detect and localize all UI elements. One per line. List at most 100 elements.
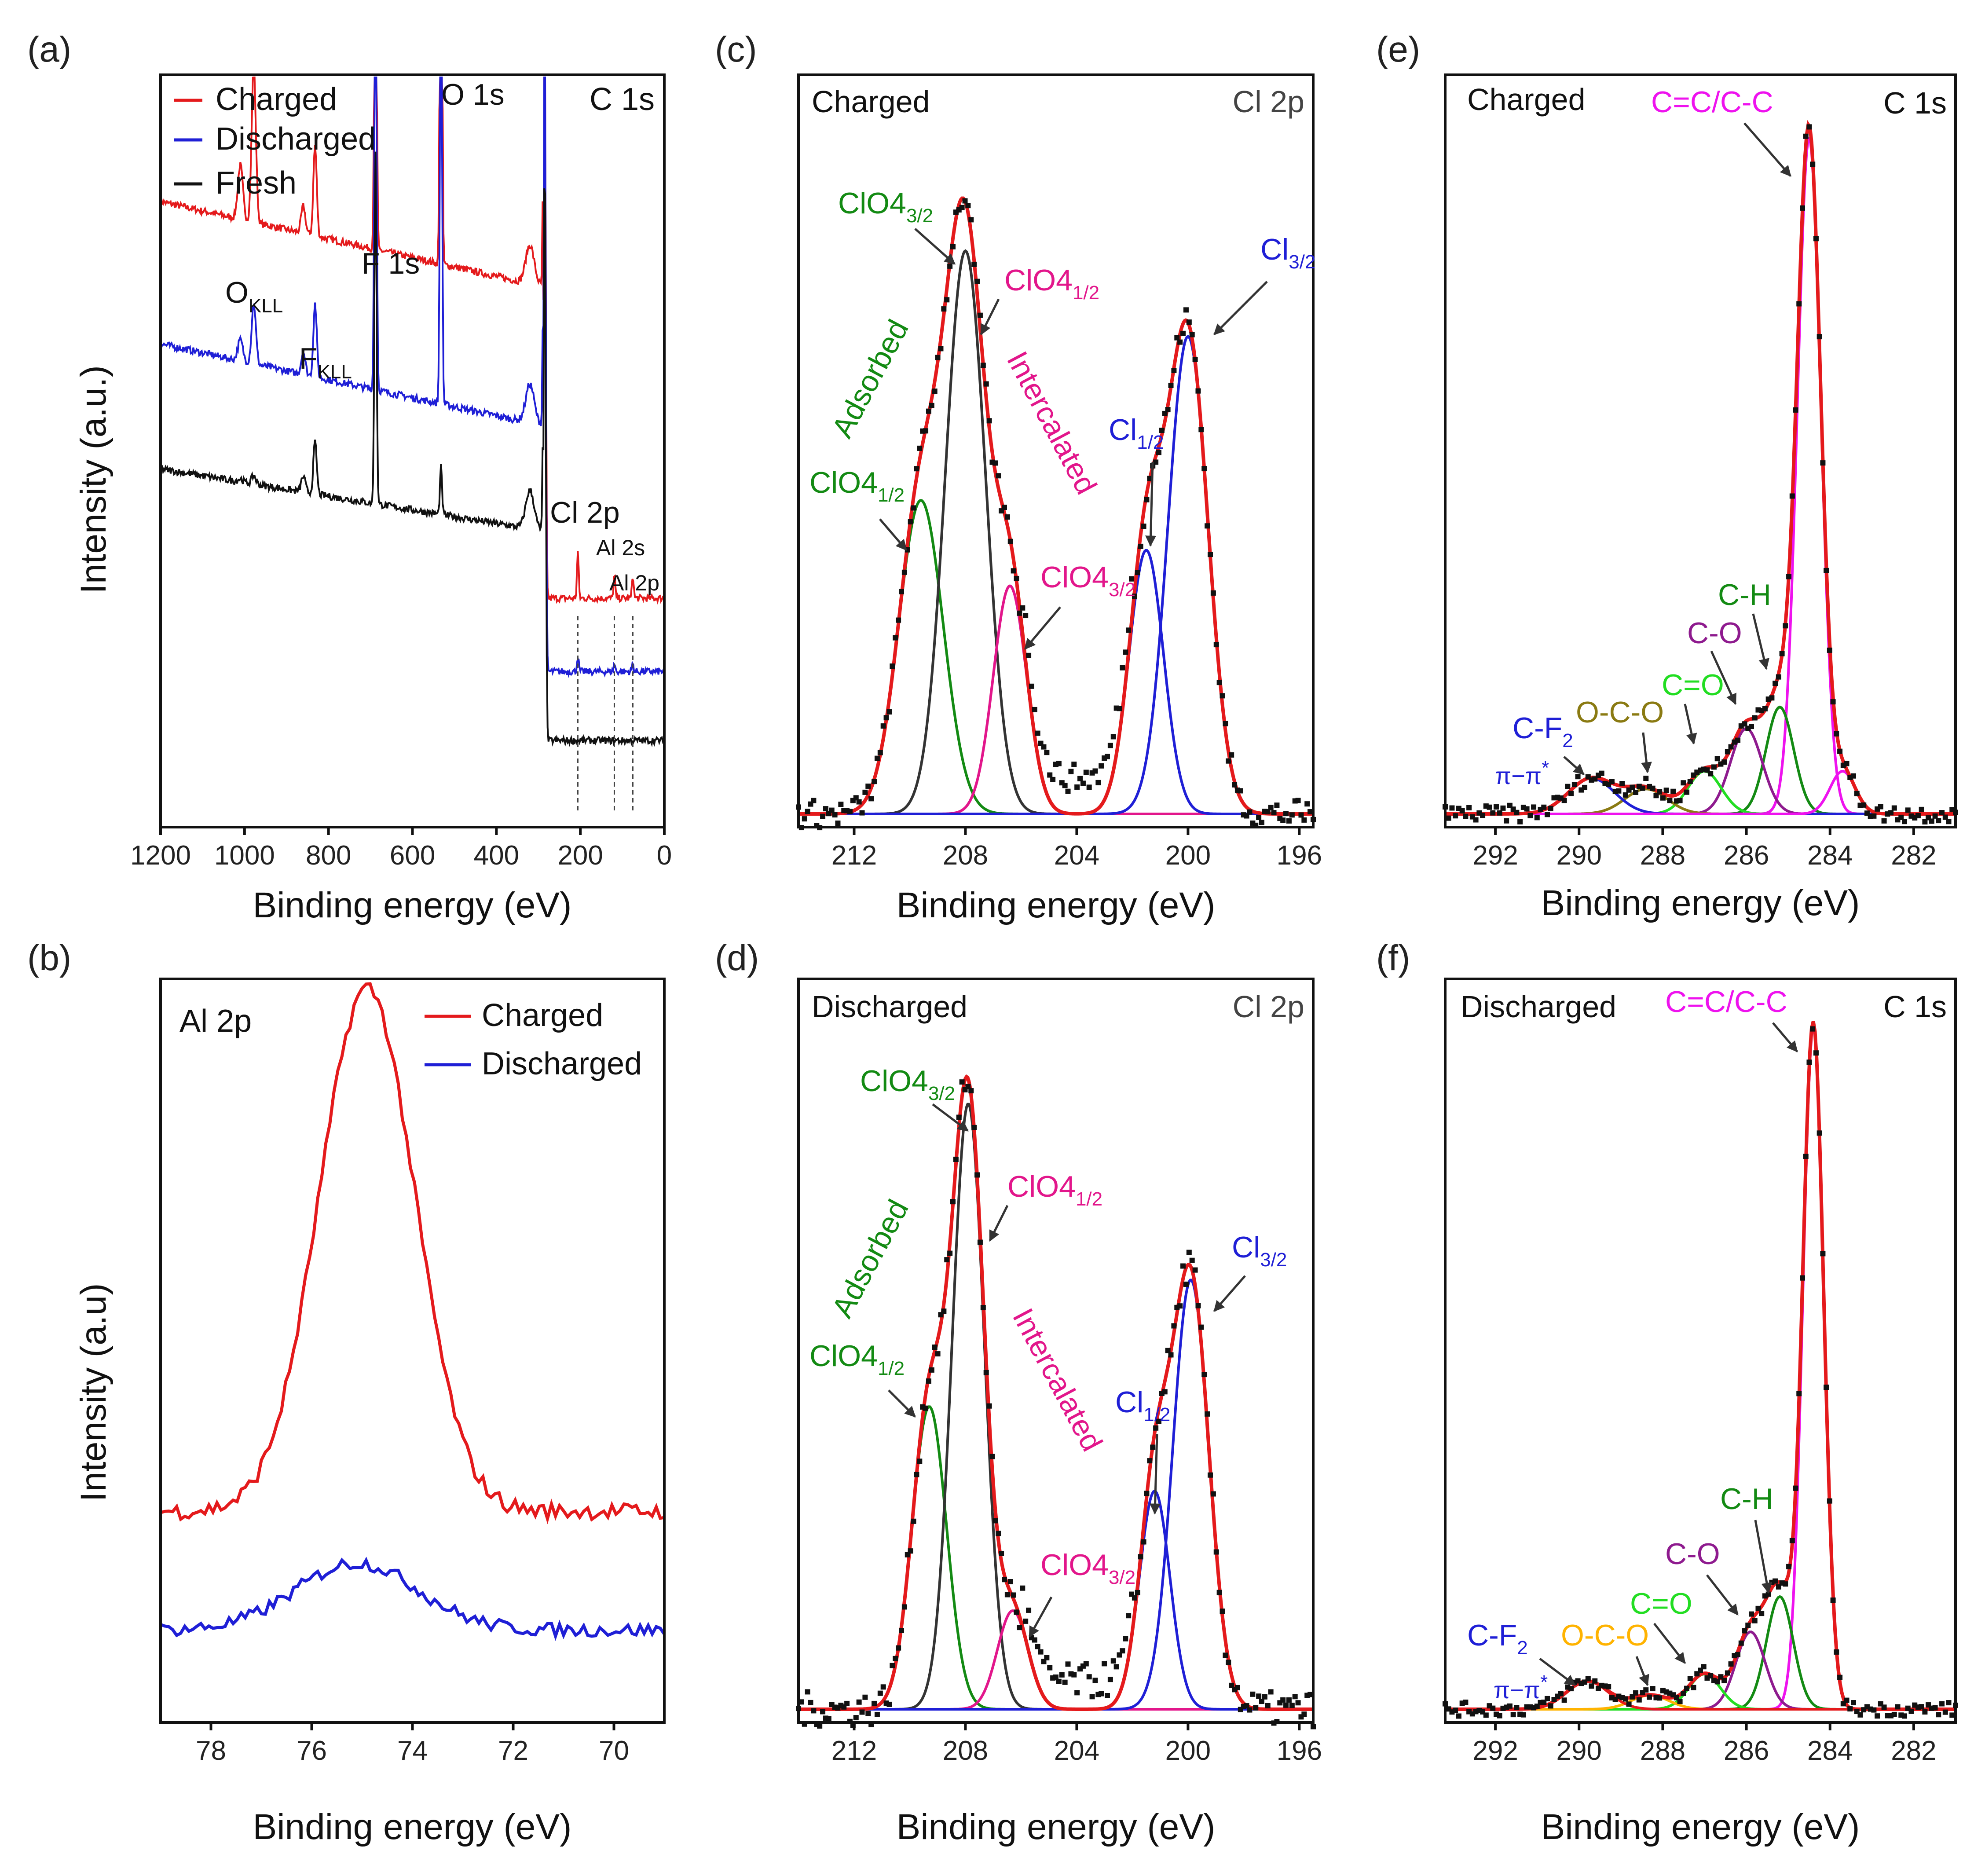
point-d-156 [1268, 1689, 1274, 1695]
point-c-49 [944, 297, 950, 303]
point-d-71 [1011, 1592, 1016, 1598]
point-f-102 [1789, 1538, 1795, 1543]
point-c-166 [1298, 812, 1304, 818]
point-d-127 [1180, 1263, 1186, 1269]
point-e-100 [1783, 623, 1788, 629]
point-c-138 [1213, 642, 1219, 648]
point-f-132 [1891, 1711, 1897, 1717]
point-f-4 [1456, 1713, 1461, 1719]
point-e-96 [1769, 695, 1775, 701]
point-d-42 [923, 1405, 929, 1411]
xtick-label-e-0: 292 [1472, 840, 1518, 871]
point-d-141 [1223, 1652, 1228, 1658]
xtick-label-b-1: 76 [297, 1736, 327, 1766]
point-c-59 [974, 278, 980, 284]
point-f-78 [1708, 1673, 1714, 1678]
point-d-111 [1132, 1595, 1137, 1601]
point-c-60 [977, 312, 983, 318]
point-d-39 [914, 1472, 919, 1477]
point-e-136 [1905, 807, 1911, 813]
point-c-165 [1295, 798, 1301, 803]
point-d-78 [1032, 1637, 1037, 1643]
point-d-4 [808, 1700, 813, 1705]
point-e-3 [1453, 813, 1458, 819]
plot-d [796, 1074, 1316, 1729]
point-f-56 [1633, 1690, 1639, 1696]
point-e-104 [1796, 301, 1802, 307]
point-c-143 [1229, 752, 1234, 758]
point-c-73 [1017, 610, 1022, 616]
title-right-d: Cl 2p [1233, 989, 1304, 1024]
point-c-119 [1156, 450, 1161, 455]
point-c-100 [1099, 763, 1104, 769]
point-d-106 [1117, 1652, 1122, 1658]
ann-f-pipi-main: π−π [1494, 1677, 1540, 1704]
point-e-143 [1929, 818, 1934, 824]
point-d-88 [1062, 1679, 1068, 1685]
point-d-73 [1017, 1625, 1022, 1631]
point-c-98 [1092, 768, 1098, 774]
point-f-12 [1483, 1712, 1489, 1718]
xtick-label-e-3: 286 [1724, 840, 1769, 871]
point-d-116 [1147, 1458, 1153, 1464]
legend-b-discharged: Discharged [482, 1046, 642, 1081]
ann-e-cf2-main: C-F [1513, 711, 1562, 745]
point-e-78 [1708, 771, 1714, 777]
xticks-a: 1200 1000 800 600 400 200 0 [130, 827, 672, 871]
point-d-108 [1123, 1636, 1128, 1642]
arrow-d-3 [888, 1389, 916, 1418]
point-f-35 [1561, 1697, 1567, 1703]
xtick-label-c-4: 196 [1277, 840, 1322, 871]
point-d-100 [1099, 1691, 1104, 1696]
point-d-26 [874, 1711, 880, 1717]
point-e-5 [1459, 808, 1465, 813]
point-d-98 [1092, 1678, 1098, 1683]
xtick-label-f-1: 290 [1557, 1736, 1602, 1766]
point-c-28 [880, 723, 886, 729]
xtick-label-e-2: 288 [1640, 840, 1685, 871]
ann-d-adsorbed: Adsorbed [825, 1194, 915, 1323]
point-e-144 [1932, 813, 1938, 819]
point-c-21 [859, 810, 865, 816]
point-e-72 [1687, 779, 1693, 784]
point-d-56 [965, 1084, 971, 1089]
arrow-f-1 [1772, 1022, 1798, 1052]
point-f-148 [1946, 1700, 1952, 1706]
point-c-30 [886, 709, 892, 715]
point-e-91 [1752, 715, 1758, 721]
point-c-149 [1247, 809, 1253, 815]
point-e-17 [1500, 805, 1506, 811]
point-f-83 [1725, 1670, 1730, 1676]
point-d-20 [856, 1699, 862, 1705]
point-c-20 [856, 799, 862, 805]
point-d-102 [1105, 1693, 1110, 1698]
point-c-22 [862, 789, 868, 795]
point-d-143 [1229, 1682, 1234, 1688]
point-f-118 [1844, 1697, 1849, 1703]
point-e-123 [1861, 802, 1867, 808]
point-c-51 [950, 244, 956, 249]
point-c-26 [874, 755, 880, 761]
xtick-label-a-3: 600 [390, 840, 435, 871]
point-c-48 [941, 306, 947, 312]
point-f-133 [1895, 1704, 1901, 1710]
point-c-89 [1065, 788, 1071, 794]
point-e-31 [1548, 806, 1553, 811]
xtick-label-e-1: 290 [1557, 840, 1602, 871]
point-c-70 [1007, 539, 1013, 544]
arrow-f-4 [1653, 1623, 1686, 1664]
plot-f [1443, 1021, 1958, 1719]
point-c-47 [938, 346, 944, 352]
point-f-3 [1453, 1707, 1458, 1713]
point-f-31 [1548, 1703, 1553, 1709]
point-e-128 [1878, 804, 1883, 810]
point-d-115 [1144, 1491, 1150, 1496]
point-d-76 [1026, 1607, 1032, 1613]
point-d-167 [1301, 1711, 1307, 1717]
point-e-7 [1466, 805, 1472, 810]
point-c-162 [1286, 818, 1292, 824]
point-f-127 [1875, 1713, 1880, 1719]
arrow-e-4 [1684, 704, 1697, 745]
ann-f-ceqo: C=O [1630, 1587, 1692, 1620]
point-c-43 [926, 408, 931, 414]
